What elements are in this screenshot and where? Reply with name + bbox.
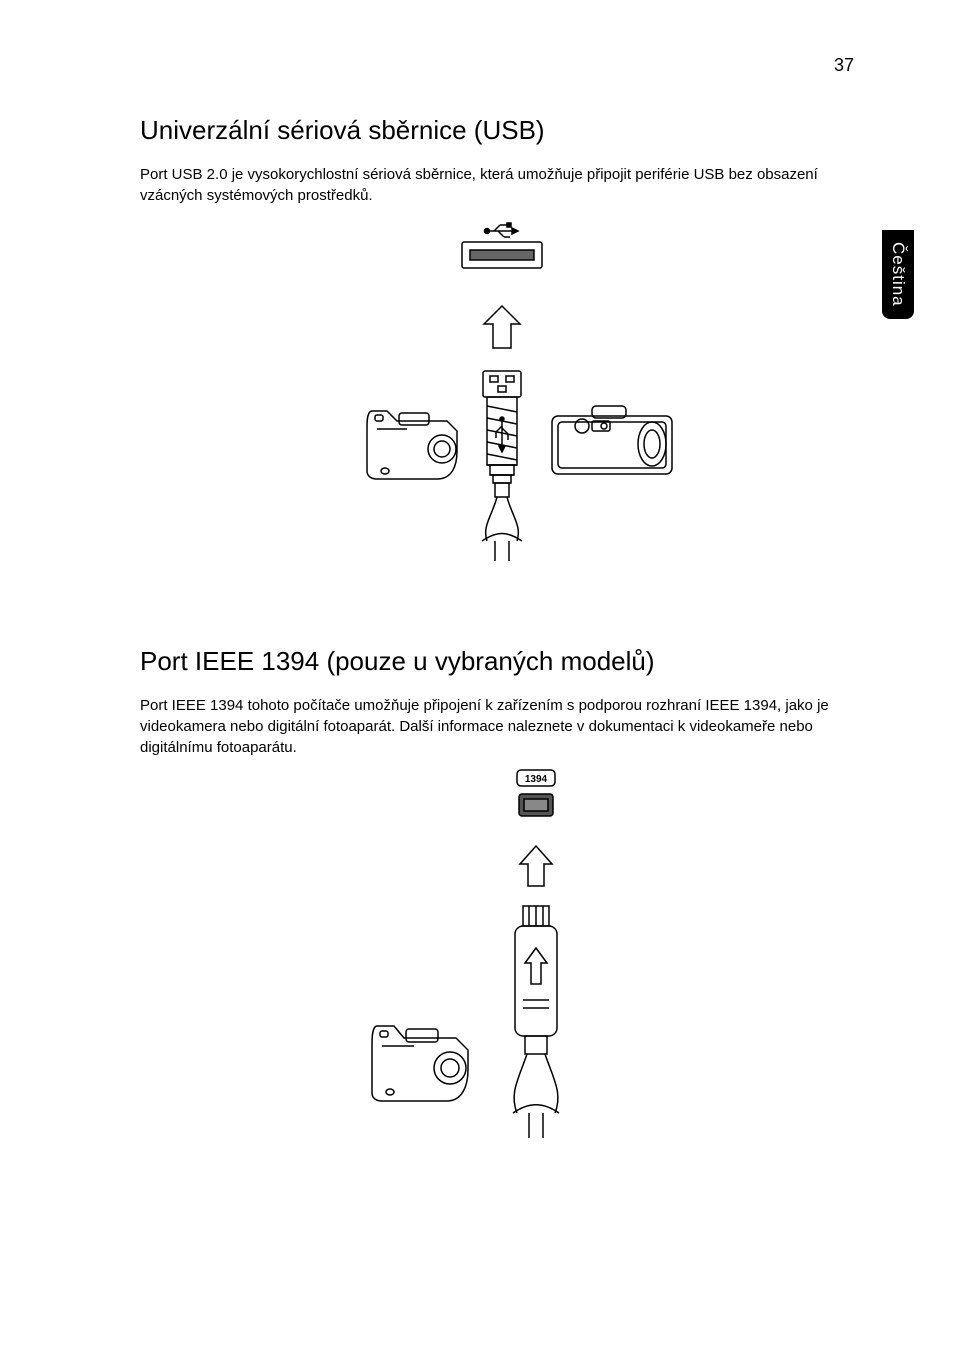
usb-diagram xyxy=(140,216,854,586)
section2-heading: Port IEEE 1394 (pouze u vybraných modelů… xyxy=(140,646,854,677)
svg-text:1394: 1394 xyxy=(525,774,548,785)
page-number: 37 xyxy=(834,55,854,76)
ieee1394-diagram: 1394 xyxy=(140,768,854,1198)
page: 37 Čeština Univerzální sériová sběrnice … xyxy=(0,0,954,1369)
section1-heading: Univerzální sériová sběrnice (USB) xyxy=(140,115,854,146)
language-tab: Čeština xyxy=(882,230,914,319)
section2-paragraph: Port IEEE 1394 tohoto počítače umožňuje … xyxy=(140,695,854,758)
section1-paragraph: Port USB 2.0 je vysokorychlostní sériová… xyxy=(140,164,854,206)
